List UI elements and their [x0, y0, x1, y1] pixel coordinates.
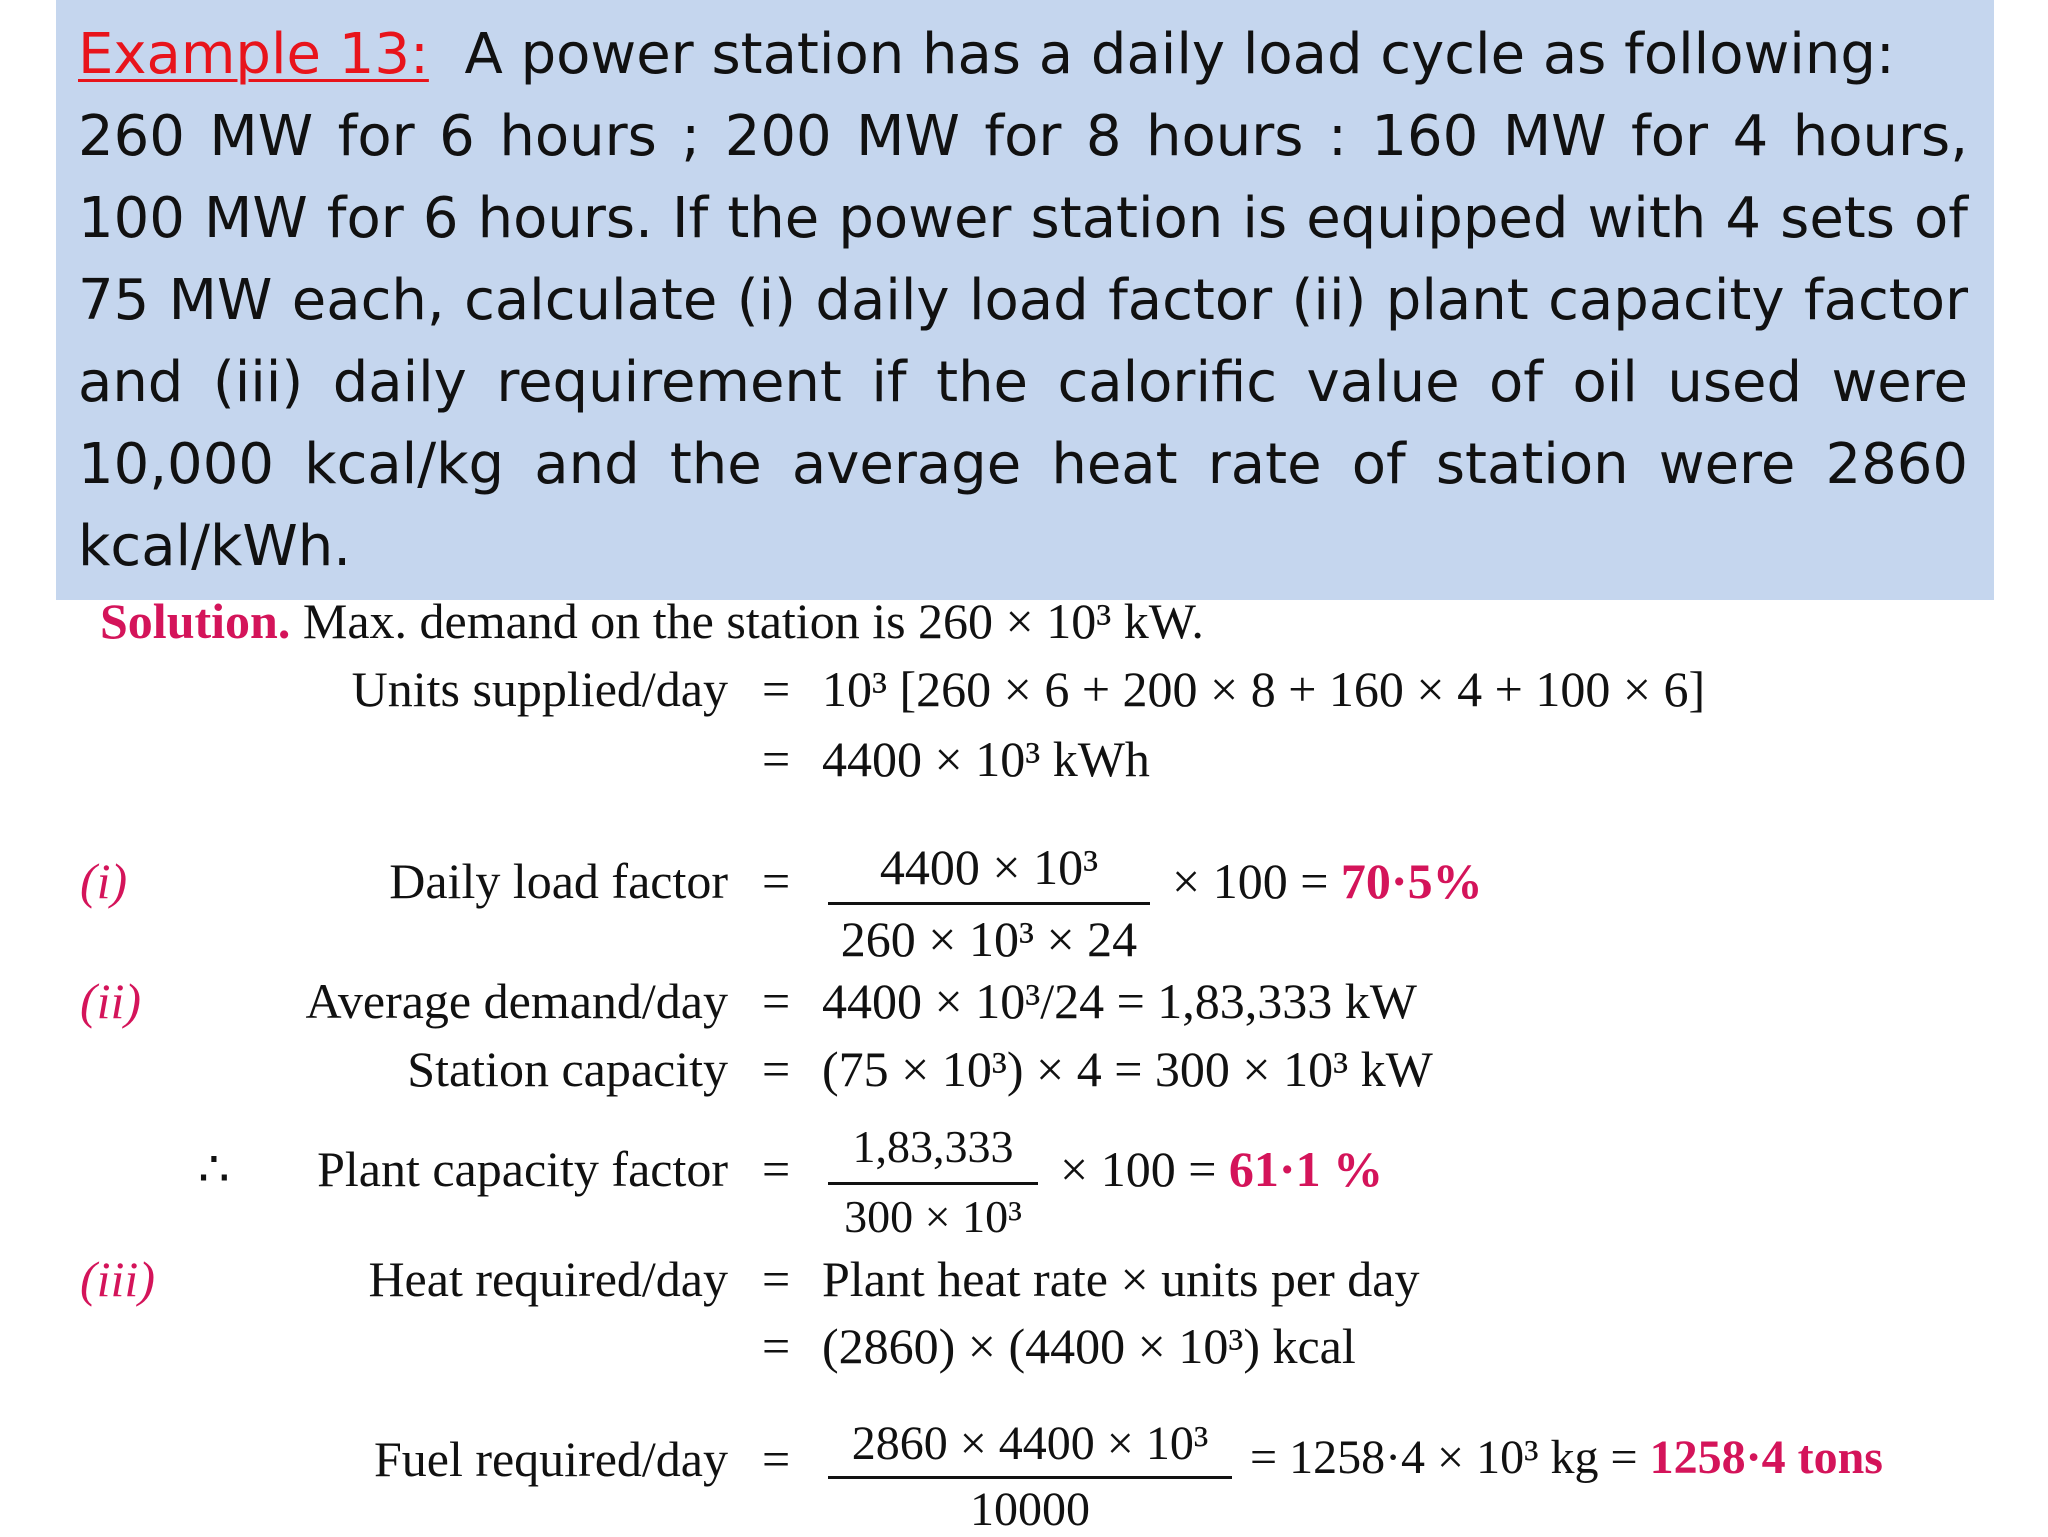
avg-demand-label: Average demand/day	[305, 973, 729, 1029]
fraction-bar	[828, 1476, 1232, 1479]
pcf-tail: × 100 =	[1060, 1141, 1217, 1197]
capacity-label: Station capacity	[407, 1041, 728, 1097]
part-iii-index: (iii)	[80, 1251, 155, 1307]
load-factor-tail: × 100 =	[1172, 853, 1329, 909]
load-factor-denominator: 260 × 10³ × 24	[840, 911, 1138, 967]
avg-demand-expression: 4400 × 10³/24 = 1,83,333 kW	[822, 973, 1417, 1029]
problem-statement-box	[56, 0, 1994, 600]
solution-heading: Solution. Max. demand on the station is …	[100, 592, 1204, 650]
fuel-tail-group: = 1258·4 × 10³ kg = 1258·4 tons	[1250, 1430, 1883, 1485]
load-factor-label: Daily load factor	[389, 853, 728, 909]
units-row: Units supplied/day = 10³ [260 × 6 + 200 …	[0, 660, 2048, 730]
heat-row: (iii) Heat required/day = Plant heat rat…	[0, 1250, 2048, 1320]
pcf-fraction: 1,83,333 300 × 10³	[828, 1121, 1038, 1256]
equals-sign: =	[762, 1041, 791, 1097]
equals-sign: =	[762, 853, 791, 909]
equals-sign: =	[762, 1318, 791, 1374]
part-i-index: (i)	[80, 853, 128, 909]
load-factor-result: 70·5%	[1340, 853, 1483, 909]
problem-line-1: A power station has a daily load cycle a…	[464, 22, 1895, 87]
capacity-expression: (75 × 10³) × 4 = 300 × 10³ kW	[822, 1041, 1433, 1097]
load-factor-fraction: 4400 × 10³ 260 × 10³ × 24	[828, 839, 1150, 980]
pcf-row: ∴ Plant capacity factor =	[0, 1140, 2048, 1210]
problem-body: 260 MW for 6 hours ; 200 MW for 8 hours …	[78, 104, 1968, 579]
equals-sign: =	[762, 661, 791, 717]
heat-label: Heat required/day	[368, 1251, 728, 1307]
fraction-bar	[828, 902, 1150, 905]
example-label: Example 13:	[78, 22, 429, 87]
fuel-result: 1258·4 tons	[1649, 1431, 1883, 1484]
fuel-row: Fuel required/day =	[0, 1430, 2048, 1500]
fuel-numerator: 2860 × 4400 × 10³	[851, 1417, 1209, 1470]
problem-statement: Example 13: A power station has a daily …	[78, 14, 1968, 588]
load-factor-tail-group: × 100 = 70·5%	[1172, 852, 1483, 910]
equals-sign: =	[762, 1431, 791, 1487]
capacity-row: Station capacity = (75 × 10³) × 4 = 300 …	[0, 1040, 2048, 1110]
part-ii-index: (ii)	[80, 973, 142, 1029]
pcf-denominator: 300 × 10³	[844, 1191, 1022, 1242]
units-expression: 10³ [260 × 6 + 200 × 8 + 160 × 4 + 100 ×…	[822, 661, 1706, 717]
fuel-denominator: 10000	[970, 1483, 1090, 1536]
fuel-label: Fuel required/day	[373, 1431, 728, 1487]
avg-demand-row: (ii) Average demand/day = 4400 × 10³/24 …	[0, 972, 2048, 1042]
equals-sign: =	[762, 973, 791, 1029]
heat-expression-1: Plant heat rate × units per day	[822, 1251, 1420, 1307]
load-factor-row: (i) Daily load factor =	[0, 852, 2048, 922]
solution-label: Solution.	[100, 593, 291, 649]
solution-intro: Max. demand on the station is 260 × 10³ …	[302, 593, 1204, 649]
solution-section: Solution. Max. demand on the station is …	[0, 590, 2048, 1536]
units-result: 4400 × 10³ kWh	[822, 731, 1150, 787]
fuel-tail: = 1258·4 × 10³ kg =	[1250, 1431, 1638, 1484]
pcf-result: 61·1 %	[1228, 1141, 1384, 1197]
units-result-row: = 4400 × 10³ kWh	[0, 730, 2048, 800]
heat-expression-2: (2860) × (4400 × 10³) kcal	[822, 1318, 1356, 1374]
pcf-label: Plant capacity factor	[317, 1141, 728, 1197]
pcf-numerator: 1,83,333	[852, 1121, 1014, 1172]
load-factor-numerator: 4400 × 10³	[879, 839, 1099, 895]
equals-sign: =	[762, 731, 791, 787]
fuel-fraction: 2860 × 4400 × 10³ 10000	[828, 1417, 1232, 1536]
equals-sign: =	[762, 1141, 791, 1197]
pcf-tail-group: × 100 = 61·1 %	[1060, 1140, 1383, 1198]
units-label: Units supplied/day	[351, 661, 728, 717]
heat-row-2: = (2860) × (4400 × 10³) kcal	[0, 1317, 2048, 1387]
therefore-symbol: ∴	[198, 1141, 230, 1197]
fraction-bar	[828, 1182, 1038, 1185]
equals-sign: =	[762, 1251, 791, 1307]
